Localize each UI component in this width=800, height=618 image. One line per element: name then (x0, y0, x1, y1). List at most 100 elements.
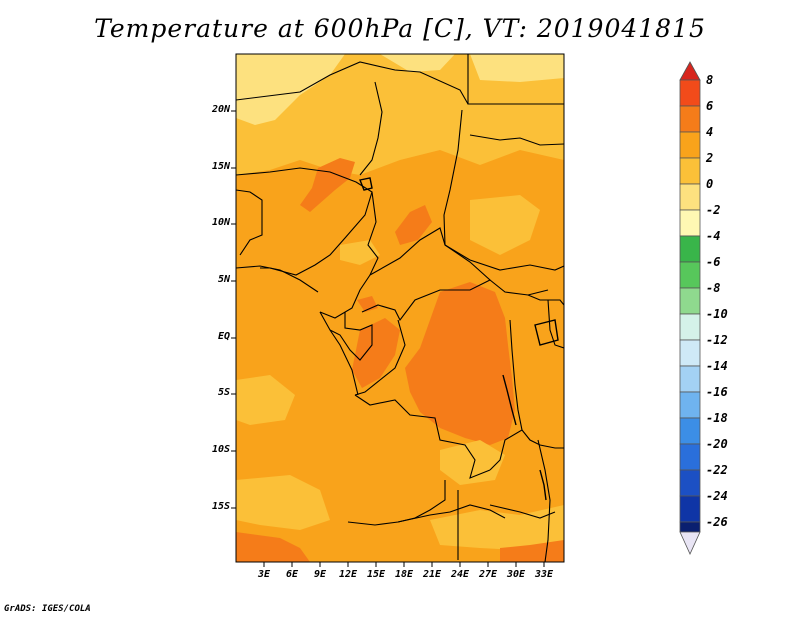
colorbar-label-m26: -26 (706, 515, 728, 529)
border-car (361, 227, 491, 322)
lon-label-21e: 21E (422, 569, 442, 580)
border-nigeria (236, 167, 373, 276)
map-frame (235, 53, 565, 563)
colorbar-label-m22: -22 (706, 463, 728, 477)
lon-label-30e: 30E (506, 569, 526, 580)
colorbar-label-m24: -24 (706, 489, 728, 503)
colorbar-box-13 (679, 417, 701, 445)
border-sudan-ssudan (444, 244, 564, 271)
lat-label-5n: 5N (217, 274, 230, 285)
border-malawi (537, 439, 551, 562)
colorbar-label-m18: -18 (706, 411, 728, 425)
colorbar (679, 61, 701, 555)
colorbar-box-7 (679, 261, 701, 289)
colorbar-box-2 (679, 131, 701, 159)
field-light-n (380, 54, 455, 72)
field-warm-congo (405, 282, 515, 445)
field-pale-angola (440, 440, 505, 485)
lat-label-15s: 15S (211, 501, 230, 512)
border-zambia-zim (489, 504, 556, 519)
colorbar-label-m20: -20 (706, 437, 728, 451)
colorbar-box-1 (679, 105, 701, 133)
border-gabon-congo (329, 312, 373, 361)
field-warm-gabon (352, 318, 400, 388)
border-tanzania (521, 429, 564, 449)
colorbar-box-12 (679, 391, 701, 419)
field-pale-north (236, 54, 564, 175)
colorbar-label-2: 2 (706, 151, 714, 165)
field-pale-sw (236, 475, 330, 530)
colorbar-box-11 (679, 365, 701, 393)
lon-ticks (263, 562, 545, 567)
field-pale-s (430, 505, 564, 550)
colorbar-label-6: 6 (706, 99, 714, 113)
colorbar-label-8: 8 (706, 73, 714, 87)
colorbar-box-4 (679, 183, 701, 211)
colorbar-label-m4: -4 (706, 229, 721, 243)
colorbar-box-16 (679, 495, 701, 523)
lon-label-15e: 15E (366, 569, 386, 580)
field-pale-mid (236, 375, 295, 425)
colorbar-label-m2: -2 (706, 203, 721, 217)
lon-label-18e: 18E (394, 569, 414, 580)
colorbar-label-m16: -16 (706, 385, 728, 399)
field-pale-cam (340, 240, 380, 265)
field-warm-sudan (395, 205, 432, 245)
lon-label-27e: 27E (478, 569, 498, 580)
lon-label-9e: 9E (313, 569, 327, 580)
border-misc-ne (469, 134, 564, 146)
border-niger-chad (359, 81, 383, 176)
map-title: Temperature at 600hPa [C], VT: 201904181… (94, 14, 706, 43)
border-coast-w (236, 265, 319, 293)
lat-label-10s: 10S (211, 444, 230, 455)
colorbar-box-15 (679, 469, 701, 497)
colorbar-label-m14: -14 (706, 359, 728, 373)
colorbar-label-m6: -6 (706, 255, 721, 269)
border-cam-coast (319, 311, 359, 396)
lat-label-eq: EQ (217, 331, 230, 342)
border-drc-east (489, 319, 523, 471)
colorbar-box-5 (679, 209, 701, 237)
field-warm-spot (357, 296, 378, 312)
colorbar-box-14 (679, 443, 701, 471)
lat-ticks (231, 110, 236, 509)
border-ssudan-drc (489, 279, 549, 296)
colorbar-box-0 (679, 79, 701, 107)
lon-label-12e: 12E (338, 569, 358, 580)
field-pale-sudan (470, 195, 540, 255)
field-warm-se-corner (500, 540, 564, 562)
field-light-ne (470, 54, 564, 82)
border-uganda (527, 294, 564, 306)
colorbar-box-6 (679, 235, 701, 263)
field-light-nw (236, 54, 345, 125)
colorbar-label-m10: -10 (706, 307, 728, 321)
lake-malawi (539, 469, 547, 501)
lat-label-5s: 5S (217, 387, 230, 398)
colorbar-box-10 (679, 339, 701, 367)
border-egypt-sudan (467, 54, 564, 105)
border-kenya (547, 299, 564, 349)
colorbar-bottom-arrow (679, 531, 701, 555)
colorbar-box-3 (679, 157, 701, 185)
lake-chad (359, 177, 373, 191)
lon-label-33e: 33E (534, 569, 554, 580)
colorbar-label-m12: -12 (706, 333, 728, 347)
colorbar-box-8 (679, 287, 701, 315)
colorbar-label-0: 0 (706, 177, 714, 191)
border-west-africa (236, 189, 263, 256)
lake-victoria (534, 319, 559, 346)
border-libya-niger (236, 61, 469, 105)
border-congo-drc (354, 319, 406, 396)
colorbar-label-4: 4 (706, 125, 714, 139)
colorbar-box-17 (679, 521, 701, 533)
grads-credit: GrADS: IGES/COLA (4, 604, 91, 614)
field-warm-sw-corner (236, 532, 310, 562)
lon-label-24e: 24E (450, 569, 470, 580)
lat-label-15n: 15N (211, 161, 230, 172)
border-drc-angola (354, 394, 491, 479)
border-angola-namibia (347, 504, 506, 526)
lon-label-3e: 3E (257, 569, 271, 580)
lat-label-10n: 10N (211, 217, 230, 228)
colorbar-box-9 (679, 313, 701, 341)
